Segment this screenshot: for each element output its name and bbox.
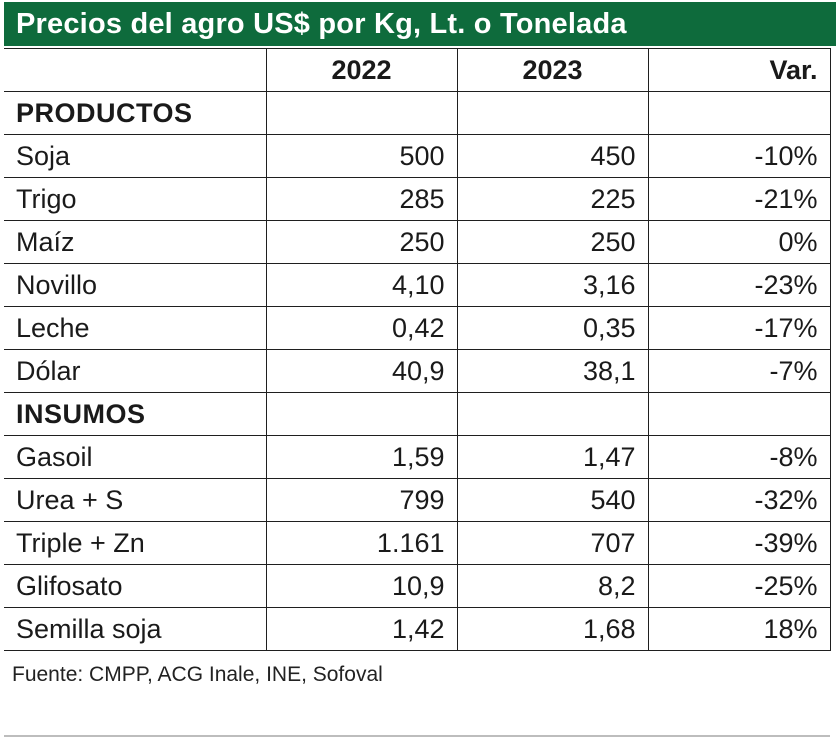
value-2023: 450 <box>456 134 649 178</box>
value-2023: 707 <box>456 521 649 565</box>
row-name: Novillo <box>4 263 267 307</box>
row-name: Leche <box>4 306 267 350</box>
header-2023: 2023 <box>456 48 649 92</box>
value-2023: 1,68 <box>456 607 649 651</box>
value-variation: -23% <box>647 263 831 307</box>
value-variation: -25% <box>647 564 831 608</box>
section-label: INSUMOS <box>4 392 267 436</box>
table-row: Maíz 250 250 0% <box>4 220 831 264</box>
value-2023: 225 <box>456 177 649 221</box>
value-2022: 799 <box>265 478 458 522</box>
header-label-column <box>4 48 267 92</box>
row-name: Trigo <box>4 177 267 221</box>
value-variation: -7% <box>647 349 831 393</box>
bottom-divider <box>4 735 830 737</box>
value-2023: 8,2 <box>456 564 649 608</box>
empty-cell <box>265 91 458 135</box>
value-2023: 1,47 <box>456 435 649 479</box>
value-2022: 1.161 <box>265 521 458 565</box>
value-variation: -10% <box>647 134 831 178</box>
empty-cell <box>265 392 458 436</box>
row-name: Glifosato <box>4 564 267 608</box>
source-note: Fuente: CMPP, ACG Inale, INE, Sofoval <box>12 663 383 686</box>
value-variation: -8% <box>647 435 831 479</box>
title-bar: Precios del agro US$ por Kg, Lt. o Tonel… <box>4 2 836 46</box>
value-variation: -32% <box>647 478 831 522</box>
value-variation: 18% <box>647 607 831 651</box>
value-2023: 3,16 <box>456 263 649 307</box>
value-2022: 10,9 <box>265 564 458 608</box>
value-2022: 0,42 <box>265 306 458 350</box>
value-2022: 500 <box>265 134 458 178</box>
empty-cell <box>456 91 649 135</box>
value-2023: 38,1 <box>456 349 649 393</box>
table-row: Glifosato 10,9 8,2 -25% <box>4 564 831 608</box>
table-row: Semilla soja 1,42 1,68 18% <box>4 607 831 651</box>
table-title: Precios del agro US$ por Kg, Lt. o Tonel… <box>16 7 627 40</box>
table-row: Leche 0,42 0,35 -17% <box>4 306 831 350</box>
row-name: Dólar <box>4 349 267 393</box>
prices-table: 2022 2023 Var. PRODUCTOS Soja 500 450 -1… <box>4 48 831 651</box>
table-row: Dólar 40,9 38,1 -7% <box>4 349 831 393</box>
value-2022: 250 <box>265 220 458 264</box>
row-name: Semilla soja <box>4 607 267 651</box>
row-name: Soja <box>4 134 267 178</box>
section-label: PRODUCTOS <box>4 91 267 135</box>
header-row: 2022 2023 Var. <box>4 48 831 92</box>
row-name: Urea + S <box>4 478 267 522</box>
header-2022: 2022 <box>265 48 458 92</box>
table-row: Triple + Zn 1.161 707 -39% <box>4 521 831 565</box>
table-row: Novillo 4,10 3,16 -23% <box>4 263 831 307</box>
row-name: Triple + Zn <box>4 521 267 565</box>
value-2022: 4,10 <box>265 263 458 307</box>
row-name: Gasoil <box>4 435 267 479</box>
header-variation: Var. <box>647 48 831 92</box>
value-variation: -39% <box>647 521 831 565</box>
table-row: Trigo 285 225 -21% <box>4 177 831 221</box>
price-table-card: Precios del agro US$ por Kg, Lt. o Tonel… <box>4 2 836 737</box>
value-2023: 540 <box>456 478 649 522</box>
section-row-insumos: INSUMOS <box>4 392 831 436</box>
value-2022: 1,59 <box>265 435 458 479</box>
value-2022: 285 <box>265 177 458 221</box>
table-row: Gasoil 1,59 1,47 -8% <box>4 435 831 479</box>
value-2023: 250 <box>456 220 649 264</box>
value-2022: 40,9 <box>265 349 458 393</box>
table-row: Urea + S 799 540 -32% <box>4 478 831 522</box>
empty-cell <box>456 392 649 436</box>
value-variation: -21% <box>647 177 831 221</box>
value-2023: 0,35 <box>456 306 649 350</box>
empty-cell <box>647 91 831 135</box>
value-variation: -17% <box>647 306 831 350</box>
row-name: Maíz <box>4 220 267 264</box>
empty-cell <box>647 392 831 436</box>
value-variation: 0% <box>647 220 831 264</box>
section-row-productos: PRODUCTOS <box>4 91 831 135</box>
value-2022: 1,42 <box>265 607 458 651</box>
table-row: Soja 500 450 -10% <box>4 134 831 178</box>
